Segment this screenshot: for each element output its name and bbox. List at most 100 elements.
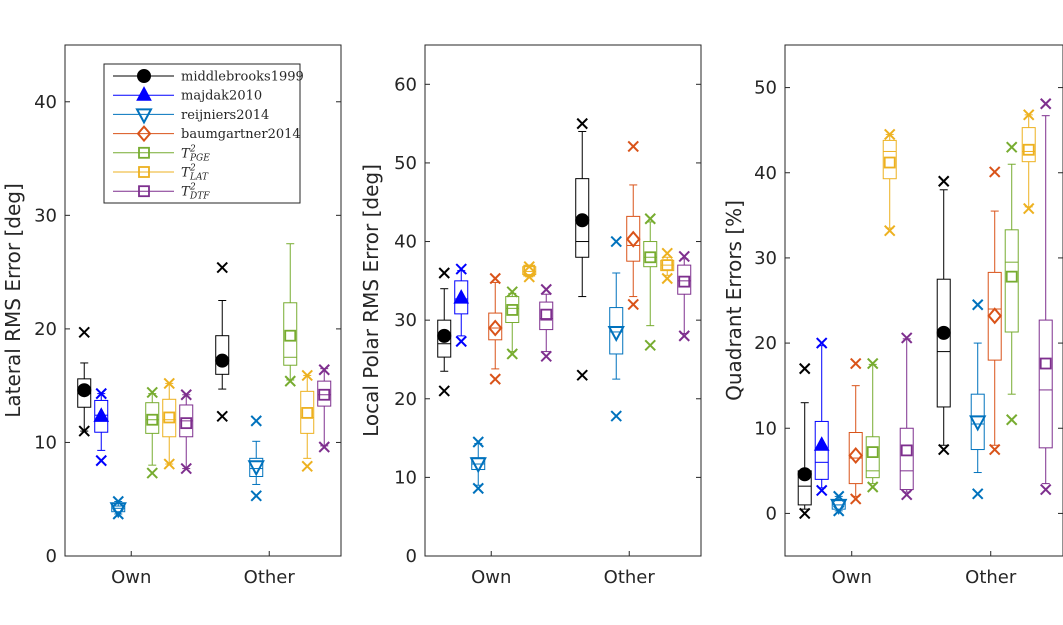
outlier-high (661, 247, 673, 260)
outlier-x-stroke (472, 482, 484, 495)
box-middlebrooks1999-own (797, 362, 812, 520)
outlier-high (1006, 141, 1018, 153)
box-middlebrooks1999-own (437, 267, 452, 397)
outlier-high (972, 299, 984, 311)
y-tick-label: 20 (754, 333, 777, 354)
legend-label-sub: PGE (189, 153, 210, 163)
mean-marker (247, 460, 265, 477)
outlier-low (799, 507, 811, 520)
mean-marker (523, 264, 536, 277)
outlier-high (989, 166, 1001, 178)
box-T_LAT-own (162, 377, 177, 470)
y-tick-label: 50 (394, 153, 417, 174)
outlier-low (318, 441, 330, 453)
box-iqr (539, 301, 554, 331)
outlier-low (523, 271, 535, 283)
panel-quadrant-errors: 0 10 20 30 40 50 Own Other Quadrant Errors [%] (722, 44, 1063, 588)
outlier-low (610, 410, 622, 422)
legend-label-sup: 2 (189, 183, 196, 193)
mean-marker (146, 413, 159, 426)
box-iqr (162, 398, 177, 438)
box-iqr (249, 457, 264, 478)
outlier-x-stroke (1040, 483, 1052, 496)
box-iqr (317, 380, 332, 407)
outlier-high (576, 117, 588, 130)
axes-box (424, 44, 702, 557)
box-T_DTF-other (677, 250, 692, 342)
outlier-x-stroke (301, 369, 313, 382)
y-tick-label: 60 (394, 74, 417, 95)
box-iqr (283, 302, 298, 366)
outlier-low (938, 443, 950, 456)
outlier-x-stroke (318, 364, 330, 376)
legend: middlebrooks1999 majdak2010 reijniers2014 b… (103, 63, 304, 204)
mean-marker (215, 353, 230, 368)
outlier-x-stroke (318, 441, 330, 453)
outlier-x-stroke (78, 425, 90, 437)
outlier-x-stroke (627, 298, 639, 311)
mean-marker (318, 388, 331, 401)
outlier-high (146, 386, 158, 399)
legend-marker (136, 86, 152, 101)
box-T_PGE-other (1004, 141, 1019, 426)
y-tick-label: 0 (406, 546, 417, 567)
y-tick-label: 30 (394, 310, 417, 331)
y-tick-label: 40 (34, 92, 57, 113)
box-iqr (865, 436, 880, 479)
mean-marker (883, 156, 896, 169)
x-tick-label: Other (965, 567, 1017, 588)
mean-marker (866, 446, 879, 458)
box-iqr (300, 390, 315, 434)
mean-marker (284, 329, 297, 342)
box-middlebrooks1999-own (77, 326, 92, 437)
outlier-x-stroke (250, 490, 262, 502)
outlier-low (163, 458, 175, 470)
outlier-x-stroke (678, 250, 690, 263)
box-baumgartner2014-other (625, 140, 641, 311)
y-axis-label: Local Polar RMS Error [deg] (359, 164, 383, 437)
mean-marker (1005, 270, 1018, 283)
legend-marker (138, 146, 150, 159)
outlier-x-stroke (250, 415, 262, 427)
outlier-low (472, 482, 484, 495)
y-tick-label: 10 (394, 467, 417, 488)
legend-label-sup: 2 (189, 164, 196, 174)
y-tick-label: 30 (754, 248, 777, 269)
outlier-high (644, 213, 656, 225)
mean-marker (506, 304, 519, 316)
legend-label: baumgartner2014 (181, 127, 301, 142)
outlier-low (901, 488, 913, 501)
y-tick-label: 40 (394, 232, 417, 253)
outlier-x-stroke (301, 460, 313, 472)
legend-marker (137, 69, 151, 83)
legend-item-majdak2010: majdak2010 (113, 86, 262, 104)
outlier-high (472, 436, 484, 448)
outlier-high (216, 261, 228, 274)
legend-label-sup: 2 (189, 144, 196, 154)
box-middlebrooks1999-other (936, 175, 951, 456)
mean-marker (969, 415, 987, 432)
box-T_PGE-own (505, 286, 520, 360)
outlier-x-stroke (610, 235, 622, 248)
outlier-x-stroke (884, 224, 896, 237)
outlier-x-stroke (644, 339, 656, 352)
legend-item-baumgartner2014: baumgartner2014 (113, 125, 301, 143)
box-T_DTF-own (179, 389, 194, 475)
outlier-low (146, 467, 158, 479)
outlier-low (627, 298, 639, 311)
box-T_PGE-own (145, 386, 160, 479)
outlier-high (901, 332, 913, 344)
box-iqr (936, 278, 951, 408)
box-T_LAT-other (1021, 109, 1036, 215)
outlier-high (799, 362, 811, 375)
legend-label: majdak2010 (181, 89, 262, 104)
outlier-x-stroke (455, 335, 467, 348)
outlier-x-stroke (146, 467, 158, 479)
outlier-high (78, 326, 90, 339)
mean-marker (540, 308, 553, 321)
box-iqr (899, 427, 914, 491)
outlier-low (867, 481, 879, 493)
